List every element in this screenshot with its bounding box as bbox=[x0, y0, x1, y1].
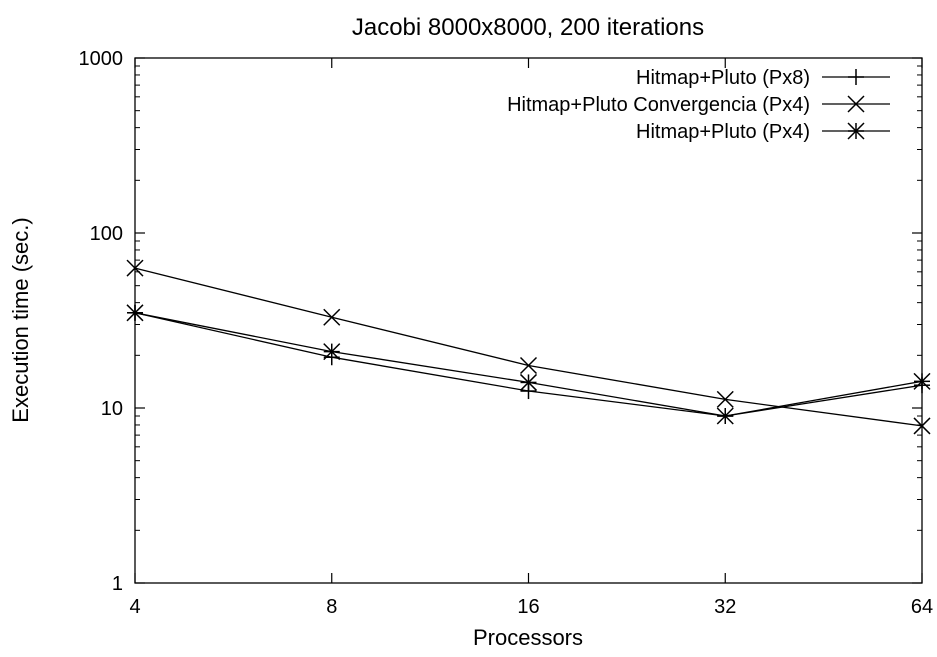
x-tick-label: 64 bbox=[911, 596, 933, 618]
x-tick-label: 8 bbox=[326, 596, 337, 618]
data-point bbox=[323, 343, 341, 361]
marker-stroke bbox=[323, 343, 341, 361]
legend-label: Hitmap+Pluto (Px4) bbox=[636, 121, 810, 143]
marker-stroke bbox=[913, 417, 931, 435]
x-axis-label: Processors bbox=[473, 625, 583, 650]
data-point bbox=[913, 372, 931, 390]
marker-stroke bbox=[847, 95, 865, 113]
marker-stroke bbox=[716, 390, 734, 408]
y-tick-label: 10 bbox=[101, 398, 123, 420]
marker-stroke bbox=[126, 259, 144, 277]
marker-stroke bbox=[913, 372, 931, 390]
y-axis-label: Execution time (sec.) bbox=[8, 217, 33, 422]
legend-marker bbox=[847, 95, 865, 113]
data-point bbox=[913, 417, 931, 435]
legend-marker bbox=[847, 122, 865, 140]
series-2 bbox=[126, 259, 931, 435]
series-3 bbox=[126, 304, 931, 425]
legend: Hitmap+Pluto (Px8) Hitmap+Pluto Convergen… bbox=[507, 67, 890, 143]
legend-label: Hitmap+Pluto (Px8) bbox=[636, 67, 810, 89]
data-point bbox=[716, 407, 734, 425]
legend-marker bbox=[848, 69, 864, 85]
plot-series bbox=[126, 259, 931, 435]
data-point bbox=[519, 356, 538, 374]
data-point bbox=[323, 308, 341, 326]
y-tick-label: 1000 bbox=[79, 48, 124, 70]
marker-stroke bbox=[126, 304, 144, 322]
chart-title: Jacobi 8000x8000, 200 iterations bbox=[352, 14, 704, 41]
x-tick-label: 4 bbox=[129, 596, 140, 618]
marker-stroke bbox=[519, 356, 538, 374]
marker-stroke bbox=[519, 373, 538, 391]
marker-stroke bbox=[323, 308, 341, 326]
y-tick-label: 1 bbox=[112, 573, 123, 595]
data-point bbox=[716, 390, 734, 408]
data-point bbox=[519, 373, 538, 391]
data-point bbox=[126, 304, 144, 322]
x-tick-label: 32 bbox=[714, 596, 736, 618]
y-tick-label: 100 bbox=[90, 223, 123, 245]
legend-label: Hitmap+Pluto Convergencia (Px4) bbox=[507, 94, 810, 116]
marker-stroke bbox=[847, 122, 865, 140]
x-tick-label: 16 bbox=[517, 596, 539, 618]
marker-stroke bbox=[716, 407, 734, 425]
data-point bbox=[126, 259, 144, 277]
